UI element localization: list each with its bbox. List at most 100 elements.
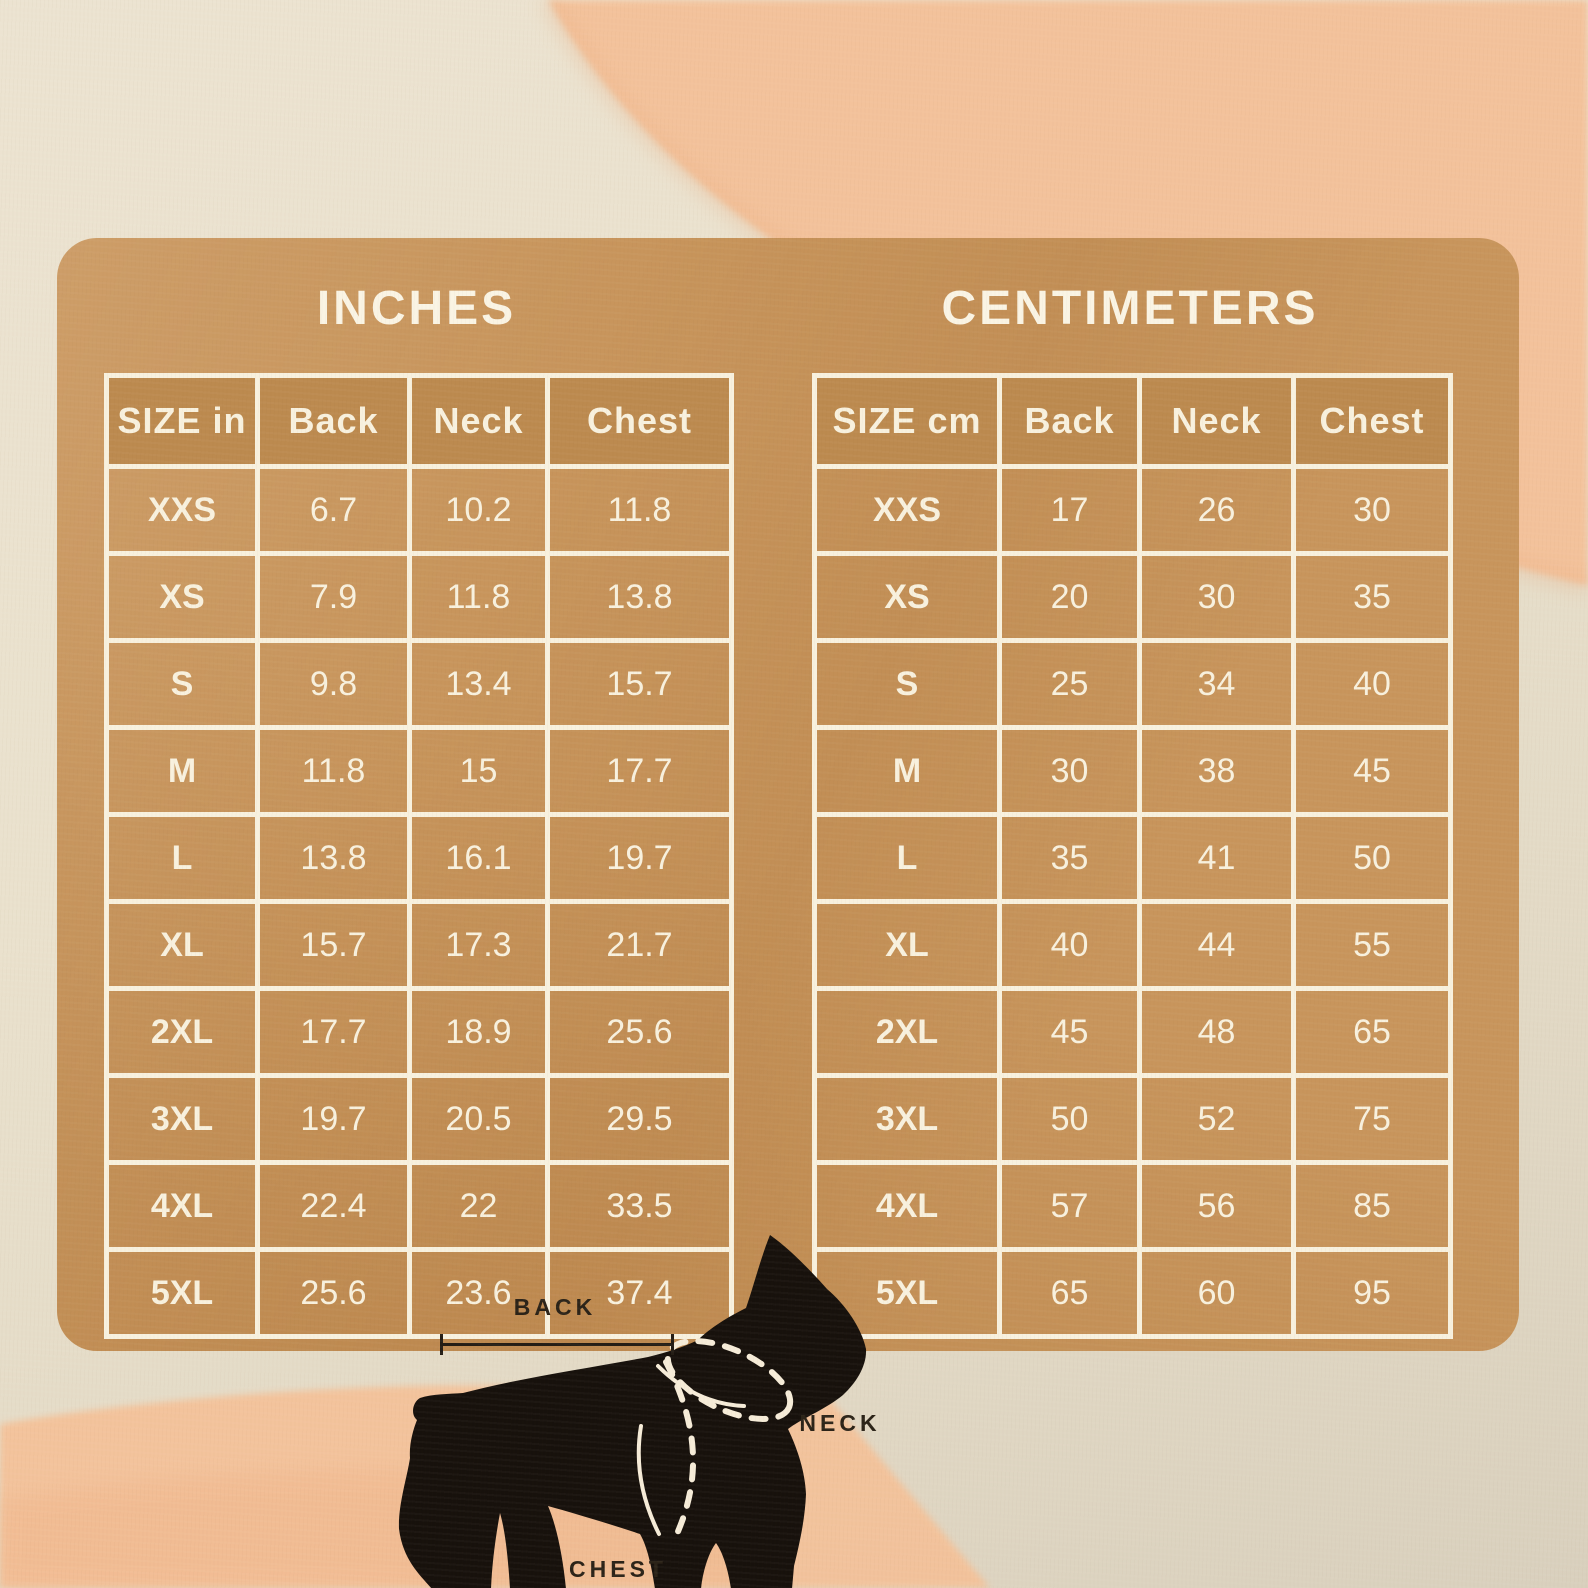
measurement-value-cell: 22	[407, 1160, 550, 1252]
measurement-value-cell: 38	[1137, 725, 1296, 817]
measurement-value-cell: 75	[1291, 1073, 1453, 1165]
measurement-value-cell: 15.7	[545, 638, 734, 730]
measurement-value-cell: 7.9	[255, 551, 412, 643]
size-row-m: M 11.8 15 17.7	[104, 725, 734, 817]
measurement-value-cell: 57	[997, 1160, 1142, 1252]
measurement-value-cell: 10.2	[407, 464, 550, 556]
size-row-3xl: 3XL 19.7 20.5 29.5	[104, 1073, 734, 1165]
inches-table-body: XXS 6.7 10.2 11.8 XS 7.9 11.8 13.8 S 9.8 13.4 15.7 M…	[104, 464, 734, 1339]
measurement-value-cell: 17.3	[407, 899, 550, 991]
measurement-value-cell: 30	[1291, 464, 1453, 556]
size-label-cell: XS	[104, 551, 260, 643]
measurement-value-cell: 29.5	[545, 1073, 734, 1165]
measurement-value-cell: 95	[1291, 1247, 1453, 1339]
measurement-value-cell: 21.7	[545, 899, 734, 991]
size-label-cell: 2XL	[812, 986, 1002, 1078]
centimeters-table-body: XXS 17 26 30 XS 20 30 35 S 25 34 40 M 30 38 45 L 35 41 50 XL…	[812, 464, 1453, 1339]
chest-column-header: Chest	[545, 373, 734, 469]
size-row-5xl: 5XL 65 60 95	[812, 1247, 1453, 1339]
measurement-value-cell: 65	[1291, 986, 1453, 1078]
size-row-xs: XS 7.9 11.8 13.8	[104, 551, 734, 643]
measurement-value-cell: 19.7	[545, 812, 734, 904]
size-row-4xl: 4XL 22.4 22 33.5	[104, 1160, 734, 1252]
size-row-s: S 25 34 40	[812, 638, 1453, 730]
size-label-cell: XL	[812, 899, 1002, 991]
inches-size-table: SIZE in Back Neck Chest XXS 6.7 10.2 11.8 XS 7.9…	[104, 373, 734, 1339]
size-column-header: SIZE in	[104, 373, 260, 469]
measurement-value-cell: 48	[1137, 986, 1296, 1078]
measurement-value-cell: 11.8	[545, 464, 734, 556]
measurement-value-cell: 40	[1291, 638, 1453, 730]
measurement-value-cell: 17.7	[255, 986, 412, 1078]
measurement-value-cell: 55	[1291, 899, 1453, 991]
measurement-value-cell: 17.7	[545, 725, 734, 817]
size-label-cell: 3XL	[104, 1073, 260, 1165]
back-column-header: Back	[255, 373, 412, 469]
measurement-value-cell: 44	[1137, 899, 1296, 991]
measurement-value-cell: 35	[1291, 551, 1453, 643]
measurement-value-cell: 56	[1137, 1160, 1296, 1252]
size-row-4xl: 4XL 57 56 85	[812, 1160, 1453, 1252]
chest-label: CHEST	[569, 1556, 667, 1582]
measurement-value-cell: 34	[1137, 638, 1296, 730]
measurement-value-cell: 17	[997, 464, 1142, 556]
measurement-value-cell: 85	[1291, 1160, 1453, 1252]
size-label-cell: S	[812, 638, 1002, 730]
centimeters-table-header: SIZE cm Back Neck Chest	[812, 373, 1453, 469]
back-label: BACK	[513, 1294, 597, 1320]
size-row-m: M 30 38 45	[812, 725, 1453, 817]
measurement-value-cell: 25	[997, 638, 1142, 730]
size-label-cell: XXS	[812, 464, 1002, 556]
inches-title: INCHES	[316, 282, 517, 335]
measurement-value-cell: 22.4	[255, 1160, 412, 1252]
measurement-value-cell: 13.8	[255, 812, 412, 904]
size-label-cell: S	[104, 638, 260, 730]
measurement-value-cell: 11.8	[255, 725, 412, 817]
centimeters-title: CENTIMETERS	[941, 282, 1319, 335]
measurement-value-cell: 15.7	[255, 899, 412, 991]
measurement-value-cell: 50	[1291, 812, 1453, 904]
measurement-value-cell: 50	[997, 1073, 1142, 1165]
measurement-value-cell: 26	[1137, 464, 1296, 556]
measurement-value-cell: 20.5	[407, 1073, 550, 1165]
measurement-value-cell: 20	[997, 551, 1142, 643]
measurement-value-cell: 33.5	[545, 1160, 734, 1252]
chest-column-header: Chest	[1291, 373, 1453, 469]
inches-table-header: SIZE in Back Neck Chest	[104, 373, 734, 469]
measurement-value-cell: 19.7	[255, 1073, 412, 1165]
size-row-xxs: XXS 17 26 30	[812, 464, 1453, 556]
measurement-value-cell: 16.1	[407, 812, 550, 904]
size-label-cell: 5XL	[812, 1247, 1002, 1339]
measurement-value-cell: 13.4	[407, 638, 550, 730]
size-row-s: S 9.8 13.4 15.7	[104, 638, 734, 730]
measurement-value-cell: 30	[1137, 551, 1296, 643]
measurement-value-cell: 52	[1137, 1073, 1296, 1165]
measurement-value-cell: 23.6	[407, 1247, 550, 1339]
measurement-value-cell: 37.4	[545, 1247, 734, 1339]
neck-column-header: Neck	[1137, 373, 1296, 469]
measurement-value-cell: 11.8	[407, 551, 550, 643]
neck-label: NECK	[799, 1410, 881, 1436]
size-row-xs: XS 20 30 35	[812, 551, 1453, 643]
size-row-3xl: 3XL 50 52 75	[812, 1073, 1453, 1165]
measurement-value-cell: 41	[1137, 812, 1296, 904]
size-label-cell: L	[812, 812, 1002, 904]
measurement-value-cell: 18.9	[407, 986, 550, 1078]
size-row-l: L 13.8 16.1 19.7	[104, 812, 734, 904]
measurement-value-cell: 60	[1137, 1247, 1296, 1339]
size-label-cell: 5XL	[104, 1247, 260, 1339]
size-row-2xl: 2XL 17.7 18.9 25.6	[104, 986, 734, 1078]
measurement-value-cell: 45	[997, 986, 1142, 1078]
size-label-cell: 4XL	[104, 1160, 260, 1252]
measurement-value-cell: 6.7	[255, 464, 412, 556]
measurement-value-cell: 25.6	[545, 986, 734, 1078]
size-row-5xl: 5XL 25.6 23.6 37.4	[104, 1247, 734, 1339]
size-label-cell: 4XL	[812, 1160, 1002, 1252]
size-label-cell: M	[812, 725, 1002, 817]
size-label-cell: XXS	[104, 464, 260, 556]
size-label-cell: XL	[104, 899, 260, 991]
measurement-value-cell: 65	[997, 1247, 1142, 1339]
measurement-value-cell: 13.8	[545, 551, 734, 643]
size-row-xl: XL 15.7 17.3 21.7	[104, 899, 734, 991]
